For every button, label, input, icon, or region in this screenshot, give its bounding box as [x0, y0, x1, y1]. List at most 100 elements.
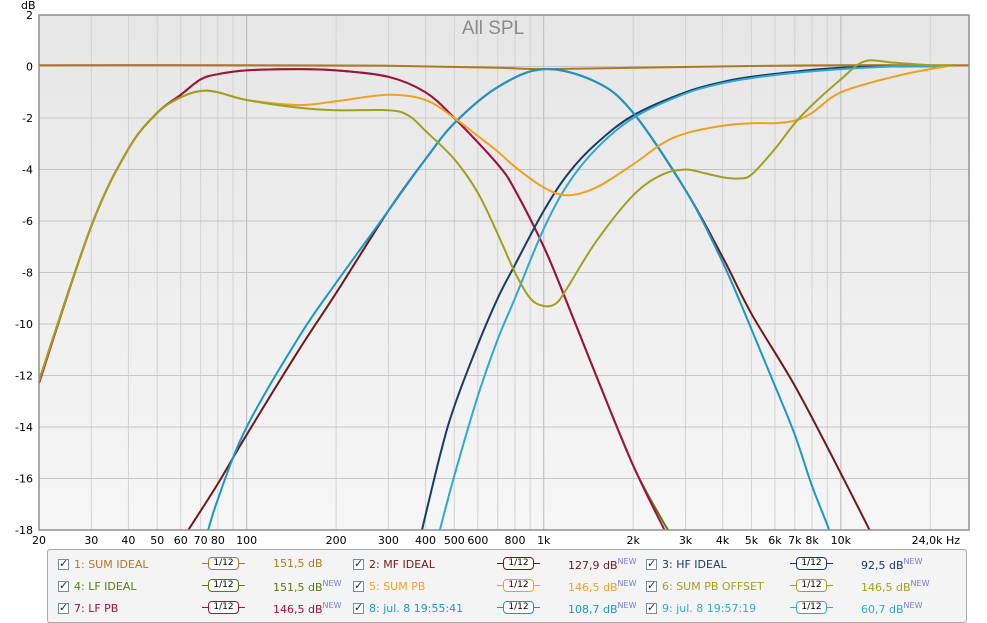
y-axis: 2 0 -2 -4 -6 -8 -10 -12 -14 -16 -18 [15, 9, 33, 537]
legend-item[interactable]: 3: HF IDEAL [646, 556, 727, 572]
smoothing-button[interactable]: 1/12 [790, 557, 833, 570]
smoothing-label: 1/12 [801, 558, 822, 568]
legend-checkbox[interactable] [58, 601, 69, 614]
legend-item[interactable]: 1: SUM IDEAL [58, 556, 149, 572]
x-tick-label: 60 [174, 534, 188, 547]
x-tick-label: 1k [537, 534, 551, 547]
new-badge: NEW [903, 557, 923, 566]
x-tick-label: 300 [378, 534, 399, 547]
new-badge: NEW [903, 601, 923, 610]
series-line [207, 68, 831, 530]
level-value: 146,5 dB [273, 603, 323, 616]
x-tick-label: 10k [831, 534, 852, 547]
legend-label: 1: SUM IDEAL [74, 557, 149, 571]
y-tick-label: -6 [22, 215, 33, 228]
legend-label: 3: HF IDEAL [662, 557, 727, 571]
smoothing-button[interactable]: 1/12 [497, 579, 540, 592]
x-tick-label: 8k [805, 534, 819, 547]
legend-level: 146,5 dBNEW [861, 579, 929, 594]
x-tick-label: 500 [444, 534, 465, 547]
legend-label: 2: MF IDEAL [369, 557, 435, 571]
y-tick-label: -10 [15, 318, 33, 331]
legend-item[interactable]: 2: MF IDEAL [353, 556, 435, 572]
legend-checkbox[interactable] [353, 579, 364, 592]
x-tick-label: 30 [84, 534, 98, 547]
y-tick-label: -16 [15, 473, 33, 486]
y-tick-label: -18 [15, 524, 33, 537]
level-value: 151,5 dB [273, 581, 323, 594]
smoothing-label: 1/12 [801, 580, 822, 590]
smoothing-label: 1/12 [508, 602, 529, 612]
smoothing-button[interactable]: 1/12 [202, 601, 245, 614]
legend-item[interactable]: 4: LF IDEAL [58, 578, 136, 594]
smoothing-label: 1/12 [213, 580, 234, 590]
smoothing-button[interactable]: 1/12 [202, 557, 245, 570]
legend-checkbox[interactable] [353, 557, 364, 570]
level-value: 127,9 dB [568, 559, 618, 572]
legend-checkbox[interactable] [353, 601, 364, 614]
new-badge: NEW [617, 601, 637, 610]
level-value: 92,5 dB [861, 559, 904, 572]
legend-item[interactable]: 5: SUM PB [353, 578, 425, 594]
x-tick-label: 3k [679, 534, 693, 547]
x-tick-label: 600 [467, 534, 488, 547]
smoothing-button[interactable]: 1/12 [202, 579, 245, 592]
new-badge: NEW [617, 579, 637, 588]
spl-chart: 20-2-4-6-8-10-12-14-16-18 20 30 40 50 60 70 80… [15, 0, 970, 547]
level-value: 108,7 dB [568, 603, 618, 616]
x-tick-label: 800 [504, 534, 525, 547]
series-line [39, 59, 954, 381]
x-tick-label: 4k [716, 534, 730, 547]
legend-item[interactable]: 8: jul. 8 19:55:41 [353, 600, 463, 616]
legend-label: 4: LF IDEAL [74, 579, 137, 593]
smoothing-button[interactable]: 1/12 [790, 601, 833, 614]
legend-item[interactable]: 6: SUM PB OFFSET [646, 578, 764, 594]
legend-level: 60,7 dBNEW [861, 601, 922, 616]
legend-level: 127,9 dBNEW [568, 557, 636, 572]
smoothing-button[interactable]: 1/12 [497, 601, 540, 614]
legend-checkbox[interactable] [58, 579, 69, 592]
level-value: 151,5 dB [273, 557, 323, 570]
x-tick-label: 400 [415, 534, 436, 547]
x-tick-label: 2k [626, 534, 640, 547]
new-badge: NEW [910, 579, 930, 588]
y-tick-label: -8 [22, 267, 33, 280]
legend-checkbox[interactable] [646, 579, 657, 592]
new-badge: NEW [322, 601, 342, 610]
smoothing-button[interactable]: 1/12 [790, 579, 833, 592]
x-tick-label: 80 [211, 534, 225, 547]
level-value: 146,5 dB [568, 581, 618, 594]
smoothing-label: 1/12 [801, 602, 822, 612]
legend-level: 151,5 dB [273, 557, 323, 570]
legend-item[interactable]: 7: LF PB [58, 600, 118, 616]
y-tick-label: -14 [15, 421, 33, 434]
legend-level: 108,7 dBNEW [568, 601, 636, 616]
x-tick-label: 20 [32, 534, 46, 547]
x-axis: 20 30 40 50 60 70 80 100 200 300 400 500 600 800 1k 2k 3… [32, 534, 960, 547]
legend-level: 151,5 dBNEW [273, 579, 341, 594]
x-tick-label: 24,0k Hz [912, 534, 961, 547]
y-tick-label: 0 [26, 61, 33, 74]
legend-checkbox[interactable] [646, 557, 657, 570]
y-tick-label: -12 [15, 370, 33, 383]
smoothing-label: 1/12 [213, 558, 234, 568]
curves [39, 59, 969, 530]
new-badge: NEW [322, 579, 342, 588]
y-tick-label: 2 [26, 9, 33, 22]
legend-label: 8: jul. 8 19:55:41 [369, 601, 464, 615]
plot-frame [38, 14, 970, 531]
legend-item[interactable]: 9: jul. 8 19:57:19 [646, 600, 756, 616]
x-tick-label: 6k [768, 534, 782, 547]
legend-checkbox[interactable] [646, 601, 657, 614]
smoothing-label: 1/12 [508, 558, 529, 568]
level-value: 146,5 dB [861, 581, 911, 594]
x-tick-label: 7k [788, 534, 802, 547]
legend-checkbox[interactable] [58, 557, 69, 570]
smoothing-button[interactable]: 1/12 [497, 557, 540, 570]
new-badge: NEW [617, 557, 637, 566]
x-tick-label: 50 [150, 534, 164, 547]
legend-level: 146,5 dBNEW [568, 579, 636, 594]
legend-label: 5: SUM PB [369, 579, 426, 593]
smoothing-label: 1/12 [213, 602, 234, 612]
legend-label: 9: jul. 8 19:57:19 [662, 601, 757, 615]
